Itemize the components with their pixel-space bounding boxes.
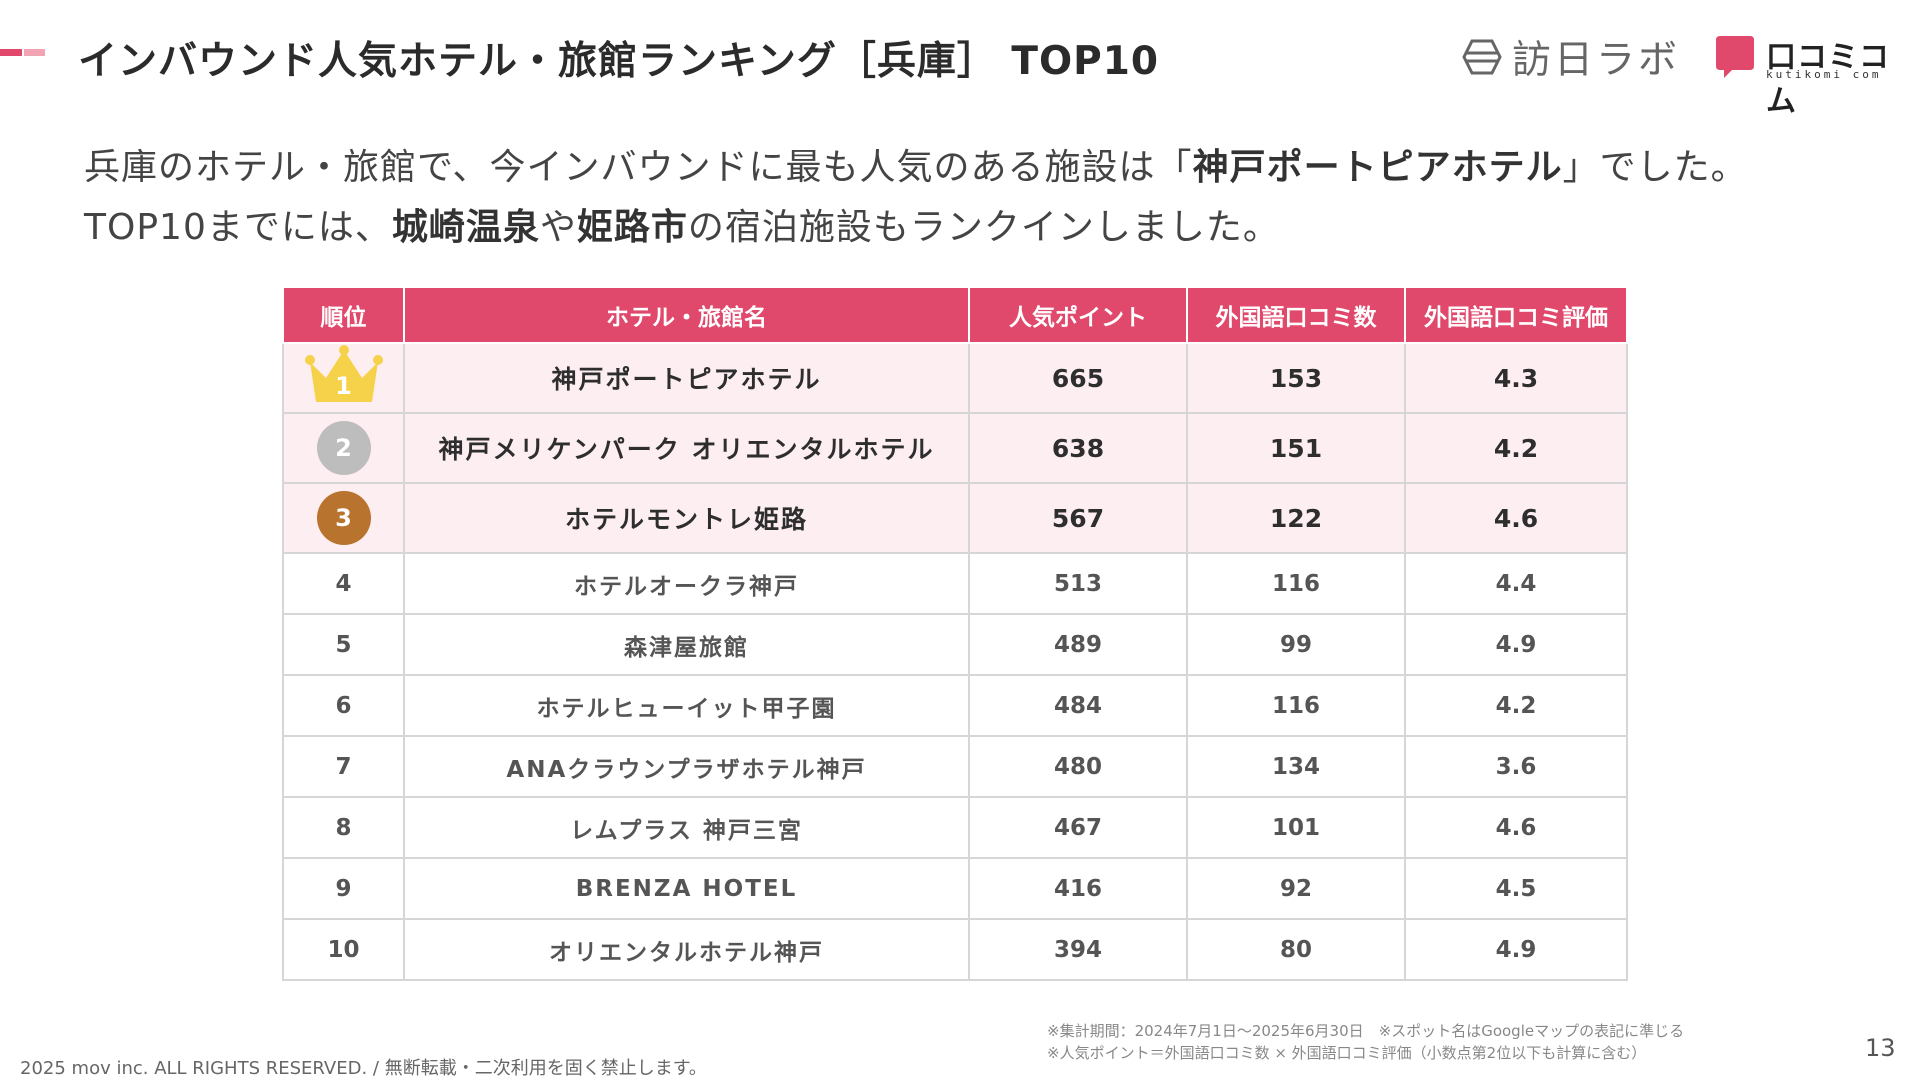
- review-count: 151: [1186, 412, 1406, 484]
- review-rating: 4.5: [1404, 857, 1628, 920]
- silver-medal-icon: 2: [316, 421, 371, 475]
- popularity-points: 513: [968, 552, 1188, 615]
- intro-line-2-part-a: TOP10までには、: [84, 207, 392, 248]
- kuchikomi-logo-en: kutikomi com: [1766, 68, 1882, 81]
- review-rating: 4.6: [1404, 482, 1628, 554]
- header-hotel-name: ホテル・旅館名: [403, 286, 970, 344]
- popularity-points: 665: [968, 342, 1188, 414]
- review-count: 116: [1186, 674, 1406, 737]
- hotel-name: レムプラス 神戸三宮: [403, 796, 970, 859]
- review-rating: 3.6: [1404, 735, 1628, 798]
- footnote-points-definition: ※人気ポイント＝外国語口コミ数 × 外国語口コミ評価（小数点第2位以下も計算に含…: [1047, 1044, 1647, 1062]
- review-rating: 4.6: [1404, 796, 1628, 859]
- table-row: 4 ホテルオークラ神戸 513 116 4.4: [282, 552, 1628, 615]
- houjin-labo-logo-text: 訪日ラボ: [1512, 38, 1681, 83]
- review-count: 101: [1186, 796, 1406, 859]
- review-count: 134: [1186, 735, 1406, 798]
- houjin-labo-hexagon-icon: [1462, 39, 1502, 75]
- popularity-points: 567: [968, 482, 1188, 554]
- table-row: 6 ホテルヒューイット甲子園 484 116 4.2: [282, 674, 1628, 737]
- table-header-row: 順位 ホテル・旅館名 人気ポイント 外国語口コミ数 外国語口コミ評価: [282, 286, 1628, 344]
- hotel-name: ANAクラウンプラザホテル神戸: [403, 735, 970, 798]
- table-row: 3 ホテルモントレ姫路 567 122 4.6: [282, 482, 1628, 554]
- bronze-medal-icon: 3: [316, 491, 371, 545]
- accent-bar-light: [24, 49, 45, 56]
- intro-line-1: 兵庫のホテル・旅館で、今インバウンドに最も人気のある施設は「神戸ポートピアホテル…: [84, 138, 1748, 198]
- table-row: 5 森津屋旅館 489 99 4.9: [282, 613, 1628, 676]
- popularity-points: 467: [968, 796, 1188, 859]
- speech-bubble-icon: [1716, 36, 1754, 78]
- hotel-name: オリエンタルホテル神戸: [403, 918, 970, 981]
- footnotes: ※集計期間：2024年7月1日〜2025年6月30日 ※スポット名はGoogle…: [1047, 1020, 1684, 1064]
- header-review-count: 外国語口コミ数: [1186, 286, 1406, 344]
- rank-cell: 1: [282, 342, 405, 414]
- ranking-table: 順位 ホテル・旅館名 人気ポイント 外国語口コミ数 外国語口コミ評価 1 神: [282, 286, 1628, 981]
- intro-highlight-hotel: 神戸ポートピアホテル: [1192, 147, 1563, 188]
- rank-cell: 5: [282, 613, 405, 676]
- intro-text: 兵庫のホテル・旅館で、今インバウンドに最も人気のある施設は「神戸ポートピアホテル…: [84, 138, 1748, 258]
- header-popularity-points: 人気ポイント: [968, 286, 1188, 344]
- title-accent-bar: [0, 49, 45, 56]
- kuchikomi-logo-jp: 口コミコム: [1766, 40, 1890, 119]
- intro-line-1-part-a: 兵庫のホテル・旅館で、今インバウンドに最も人気のある施設は「: [84, 147, 1193, 188]
- popularity-points: 489: [968, 613, 1188, 676]
- hotel-name: 森津屋旅館: [403, 613, 970, 676]
- intro-line-1-part-c: 」でした。: [1562, 147, 1748, 188]
- review-rating: 4.3: [1404, 342, 1628, 414]
- rank-cell: 4: [282, 552, 405, 615]
- review-rating: 4.2: [1404, 412, 1628, 484]
- hotel-name: 神戸メリケンパーク オリエンタルホテル: [403, 412, 970, 484]
- popularity-points: 394: [968, 918, 1188, 981]
- popularity-points: 638: [968, 412, 1188, 484]
- header-review-rating: 外国語口コミ評価: [1404, 286, 1628, 344]
- table-row: 10 オリエンタルホテル神戸 394 80 4.9: [282, 918, 1628, 981]
- copyright-text: 2025 mov inc. ALL RIGHTS RESERVED. / 無断転…: [20, 1058, 707, 1079]
- rank-cell: 3: [282, 482, 405, 554]
- hotel-name: ホテルヒューイット甲子園: [403, 674, 970, 737]
- rank-cell: 6: [282, 674, 405, 737]
- table-row: 8 レムプラス 神戸三宮 467 101 4.6: [282, 796, 1628, 859]
- hotel-name: ホテルオークラ神戸: [403, 552, 970, 615]
- table-row: 9 BRENZA HOTEL 416 92 4.5: [282, 857, 1628, 920]
- review-rating: 4.2: [1404, 674, 1628, 737]
- rank-cell: 10: [282, 918, 405, 981]
- rank-cell: 7: [282, 735, 405, 798]
- review-count: 92: [1186, 857, 1406, 920]
- page-title: インバウンド人気ホテル・旅館ランキング［兵庫］ TOP10: [78, 39, 1160, 84]
- intro-highlight-kinosaki: 城崎温泉: [391, 207, 540, 248]
- intro-line-2: TOP10までには、城崎温泉や姫路市の宿泊施設もランクインしました。: [84, 198, 1748, 258]
- gold-crown-icon: 1: [304, 344, 384, 406]
- review-count: 99: [1186, 613, 1406, 676]
- popularity-points: 416: [968, 857, 1188, 920]
- review-rating: 4.9: [1404, 613, 1628, 676]
- hotel-name: BRENZA HOTEL: [403, 857, 970, 920]
- intro-highlight-himeji: 姫路市: [576, 207, 688, 248]
- review-count: 122: [1186, 482, 1406, 554]
- footnote-period: ※集計期間：2024年7月1日〜2025年6月30日 ※スポット名はGoogle…: [1047, 1022, 1685, 1040]
- page-number: 13: [1865, 1034, 1896, 1062]
- review-count: 153: [1186, 342, 1406, 414]
- popularity-points: 480: [968, 735, 1188, 798]
- hotel-name: ホテルモントレ姫路: [403, 482, 970, 554]
- rank-number: 1: [335, 372, 352, 400]
- review-rating: 4.9: [1404, 918, 1628, 981]
- table-row: 1 神戸ポートピアホテル 665 153 4.3: [282, 342, 1628, 414]
- houjin-labo-logo: 訪日ラボ: [1462, 32, 1681, 83]
- review-count: 80: [1186, 918, 1406, 981]
- popularity-points: 484: [968, 674, 1188, 737]
- header-rank: 順位: [282, 286, 405, 344]
- table-row: 2 神戸メリケンパーク オリエンタルホテル 638 151 4.2: [282, 412, 1628, 484]
- review-rating: 4.4: [1404, 552, 1628, 615]
- hotel-name: 神戸ポートピアホテル: [403, 342, 970, 414]
- rank-cell: 2: [282, 412, 405, 484]
- kuchikomi-com-logo: 口コミコム kutikomi com: [1714, 34, 1894, 119]
- intro-line-2-part-c: や: [539, 207, 577, 248]
- intro-line-2-part-e: の宿泊施設もランクインしました。: [687, 207, 1280, 248]
- accent-bar-dark: [0, 49, 22, 56]
- review-count: 116: [1186, 552, 1406, 615]
- rank-cell: 9: [282, 857, 405, 920]
- rank-cell: 8: [282, 796, 405, 859]
- table-row: 7 ANAクラウンプラザホテル神戸 480 134 3.6: [282, 735, 1628, 798]
